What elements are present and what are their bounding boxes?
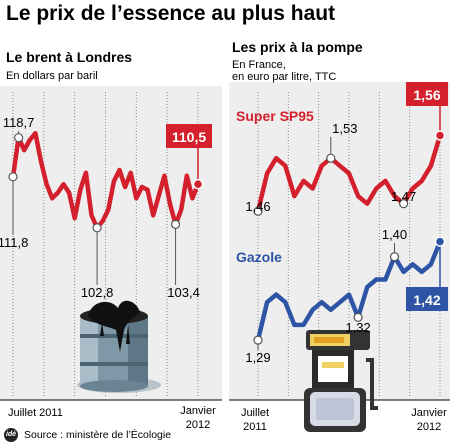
brent-point-marker — [8, 172, 18, 182]
brent-data-label: 118,7 — [3, 115, 35, 130]
brent-chart-subtitle: En dollars par baril — [6, 70, 98, 82]
pump-chart-title: Les prix à la pompe — [232, 39, 363, 55]
gazole-callout-box — [406, 287, 448, 311]
pump-x-end-label-line2: 2012 — [417, 421, 441, 433]
gazole-data-label: 1,29 — [245, 350, 270, 365]
gazole-data-label: 1,40 — [382, 227, 407, 242]
oil-barrel-icon — [77, 300, 161, 393]
brent-line — [10, 130, 201, 231]
brent-point-marker — [170, 219, 181, 229]
pump-x-end-label-line1: Janvier — [411, 407, 447, 419]
publisher-logo: idé — [4, 428, 18, 442]
brent-data-label: 111,8 — [0, 235, 28, 250]
sp95-point-marker — [326, 153, 336, 163]
gazole-series-label: Gazole — [236, 249, 282, 265]
sp95-series-label: Super SP95 — [236, 108, 314, 124]
brent-callout-label: 110,5 — [172, 129, 206, 145]
page-title: Le prix de l’essence au plus haut — [6, 2, 336, 25]
brent-callout-box — [166, 124, 212, 148]
gazole-data-label: 1,32 — [345, 320, 370, 335]
brent-point-marker — [92, 223, 102, 233]
source-footer: idé Source : ministère de l’Écologie — [4, 428, 171, 442]
sp95-callout-box — [406, 82, 448, 106]
brent-data-label: 102,8 — [81, 285, 114, 300]
pump-x-start-label-line2: 2011 — [243, 421, 267, 433]
sp95-line — [255, 133, 443, 214]
pump-x-start-label-line1: Juillet — [241, 407, 269, 419]
brent-point-marker — [192, 178, 204, 190]
pump-chart-subtitle-line1: En France, — [232, 59, 286, 71]
sp95-point-marker — [399, 199, 409, 209]
gazole-point-marker — [253, 335, 263, 345]
sp95-point-marker — [434, 130, 446, 141]
sp95-callout-label: 1,56 — [413, 87, 440, 103]
sp95-data-label: 1,46 — [245, 199, 270, 214]
gazole-point-marker — [353, 312, 363, 322]
pump-chart-subtitle-line2: en euro par litre, TTC — [232, 71, 336, 83]
brent-x-end-label-line1: Janvier — [180, 405, 216, 417]
source-text: Source : ministère de l’Écologie — [24, 429, 172, 441]
gazole-point-marker — [434, 236, 446, 247]
sp95-point-marker — [253, 206, 263, 216]
brent-point-marker — [14, 133, 24, 143]
gazole-callout-label: 1,42 — [413, 292, 440, 308]
gazole-line — [255, 239, 443, 343]
brent-x-end-label-line2: 2012 — [186, 419, 210, 431]
brent-chart-title: Le brent à Londres — [6, 49, 132, 65]
brent-data-label: 103,4 — [167, 285, 200, 300]
sp95-data-label: 1,53 — [332, 121, 357, 136]
brent-x-start-label: Juillet 2011 — [8, 407, 63, 419]
fuel-pump-icon — [304, 330, 378, 432]
gazole-point-marker — [389, 252, 400, 262]
sp95-data-label: 1,47 — [391, 189, 416, 204]
